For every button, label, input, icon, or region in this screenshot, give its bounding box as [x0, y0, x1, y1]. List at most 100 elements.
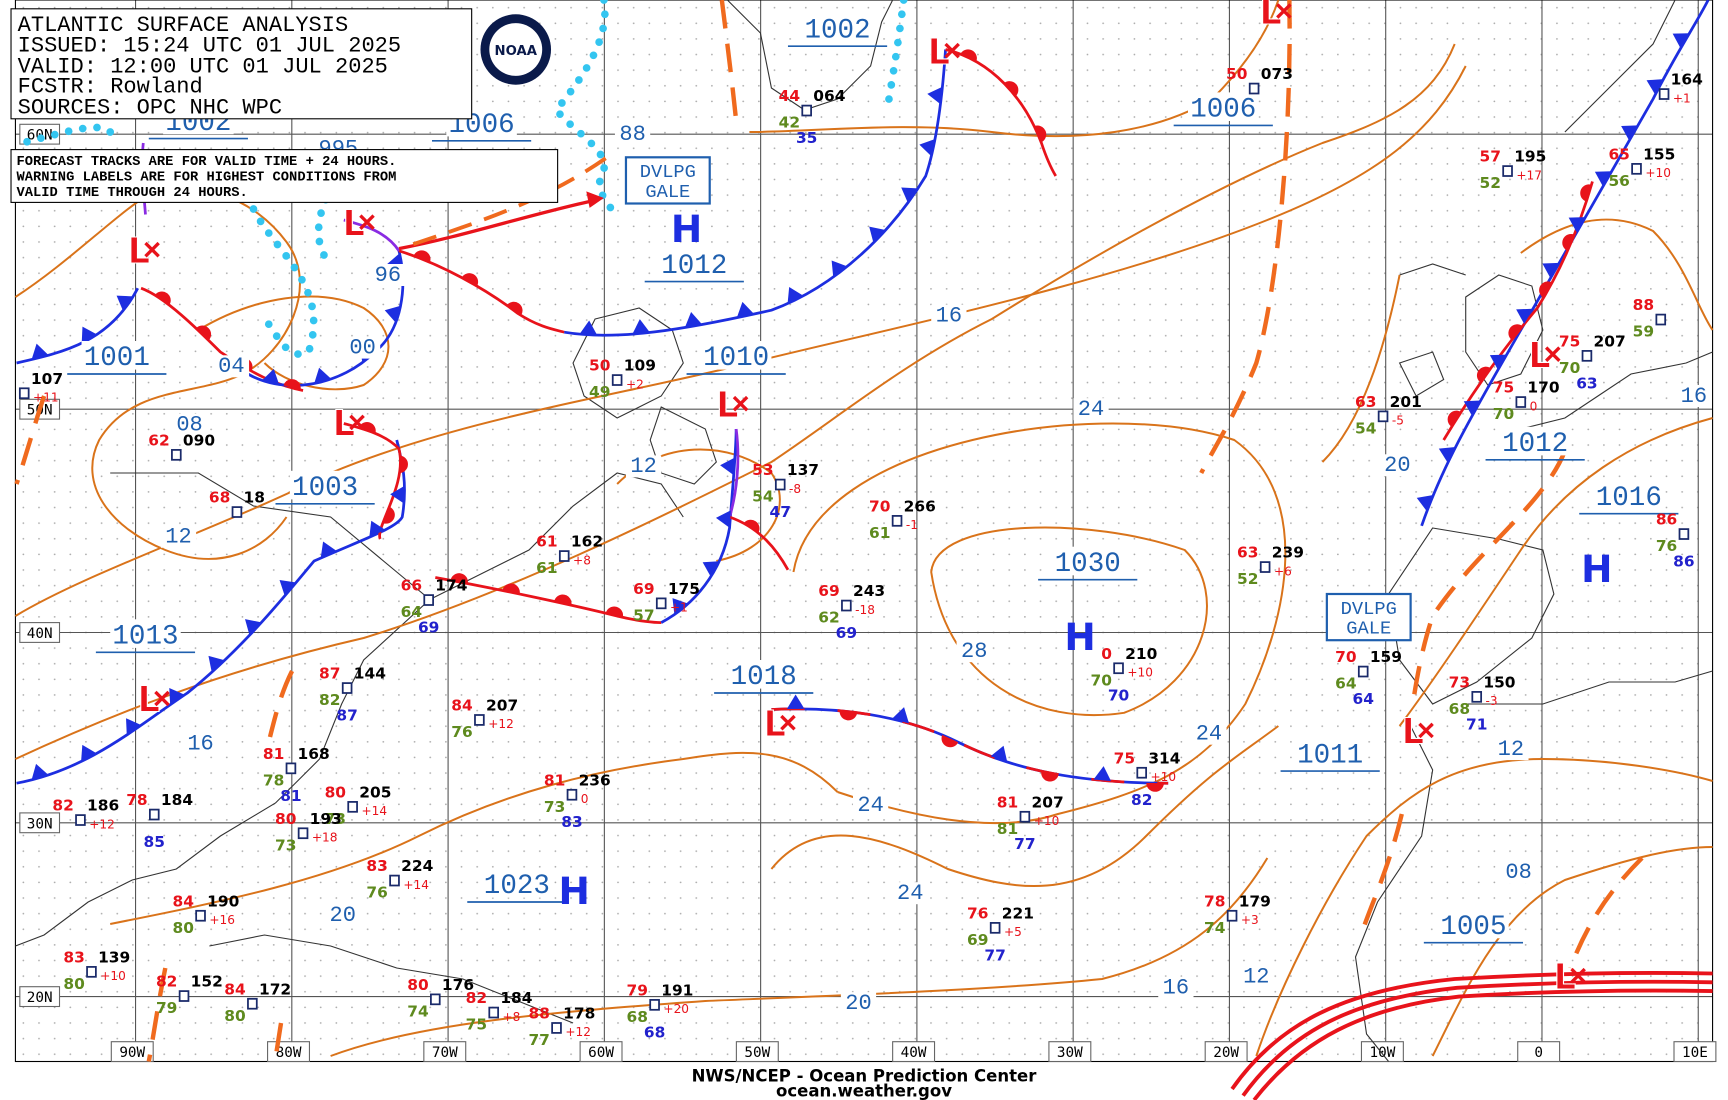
- pressure-label: 1003: [292, 473, 358, 504]
- station-temp: 70: [1335, 648, 1356, 666]
- low-symbol: L: [333, 404, 355, 445]
- station-tendency: +12: [565, 1025, 591, 1039]
- station-pressure: 239: [1272, 544, 1304, 562]
- station-sea: 71: [1466, 715, 1487, 733]
- station-temp: 81: [544, 771, 565, 789]
- station-icon: [551, 1022, 562, 1034]
- station-tendency: +2: [626, 377, 644, 391]
- lon-label: 10W: [1369, 1045, 1395, 1061]
- station-pressure: 266: [904, 498, 936, 516]
- station-tendency: +12: [89, 817, 115, 831]
- coastline: [209, 934, 574, 1024]
- noaa-logo-inner: [489, 23, 543, 76]
- front-semicircle: [1034, 125, 1047, 143]
- front-triangle: [169, 687, 185, 705]
- coastlines: [15, 0, 1713, 1062]
- front-triangle: [1093, 766, 1112, 782]
- isobar-label-bg: [160, 525, 197, 548]
- station-icon: [86, 966, 97, 978]
- station-temp: 63: [1355, 393, 1376, 411]
- isobar-label: 12: [165, 525, 191, 550]
- lon-label: 70W: [432, 1045, 458, 1061]
- station-dewpoint: 69: [967, 931, 988, 949]
- front-semicircle: [1476, 366, 1491, 383]
- front-triangle: [1621, 125, 1638, 141]
- pressure-label: 1010: [703, 343, 769, 374]
- low-x: [944, 42, 960, 59]
- station-pressure: 210: [1125, 645, 1157, 663]
- header-issued: ISSUED: 15:24 UTC 01 JUL 2025: [18, 34, 401, 59]
- station-dewpoint: 77: [528, 1031, 549, 1049]
- warning-label: GALE: [645, 181, 690, 203]
- lon-label: 60W: [588, 1045, 614, 1061]
- station-tendency: 0: [1530, 399, 1538, 413]
- station-temp: 0: [1101, 645, 1112, 663]
- isobar-label-bg: [1238, 965, 1274, 988]
- low-symbol: L: [928, 32, 950, 73]
- station-pressure: 162: [571, 533, 603, 551]
- station-temp: 78: [1204, 892, 1225, 910]
- station-sea: 77: [1014, 835, 1035, 853]
- footer-line: ocean.weather.gov: [776, 1082, 952, 1100]
- cold-front: [16, 439, 406, 785]
- front-triangle: [1568, 217, 1586, 233]
- station-dewpoint: 70: [1090, 671, 1111, 689]
- lon-label-box: [1204, 1041, 1248, 1063]
- front-triangle: [1489, 354, 1507, 370]
- warning-label: DVLPG: [640, 161, 696, 183]
- warning-label: GALE: [1346, 618, 1391, 640]
- station-pressure: 207: [1032, 793, 1064, 811]
- coastline: [1465, 670, 1713, 705]
- isobar-label-bg: [931, 304, 967, 327]
- station-pressure: 150: [1483, 674, 1515, 692]
- station-temp: 88: [1633, 296, 1654, 314]
- lon-label-box: [423, 1041, 467, 1063]
- isobar-label: 12: [1498, 737, 1524, 762]
- station-sea: 69: [836, 624, 857, 642]
- isobar-label: 96: [375, 263, 401, 288]
- station-temp: 50: [1226, 65, 1247, 83]
- station-pressure: 107: [31, 370, 63, 388]
- isobar: [1520, 218, 1714, 331]
- isobar-label: 20: [1384, 453, 1410, 478]
- station-icon: [841, 599, 852, 612]
- header-box: [10, 8, 473, 120]
- lat-label: 30N: [27, 816, 53, 832]
- station-tendency: +10: [1151, 770, 1177, 784]
- isobar-label-bg: [1676, 385, 1712, 407]
- station-dewpoint: 73: [275, 836, 296, 854]
- coastline: [1465, 274, 1544, 386]
- station-temp: 44: [779, 87, 801, 105]
- front-triangle: [715, 510, 731, 528]
- low-x: [144, 241, 160, 258]
- footer-line: NWS/NCEP - Ocean Prediction Center: [692, 1066, 1038, 1085]
- station-dewpoint: 70: [1493, 405, 1514, 423]
- station-icon: [1655, 313, 1667, 326]
- station-icon: [649, 999, 660, 1011]
- station-tendency: +10: [100, 969, 126, 983]
- coastline: [649, 406, 717, 485]
- station-tendency: +14: [361, 804, 387, 818]
- pressure-label-bg: [1188, 92, 1259, 121]
- station-temp: 84: [451, 697, 473, 715]
- front-semicircle: [283, 379, 301, 390]
- track-arrow: [586, 191, 604, 208]
- station-dewpoint: 54: [752, 488, 774, 506]
- front-triangle: [116, 295, 134, 311]
- station-pressure: 184: [161, 791, 193, 809]
- front-semicircle: [450, 573, 468, 584]
- station-icon: [195, 909, 206, 922]
- pressure-label: 1005: [1440, 912, 1506, 943]
- station-pressure: 064: [813, 87, 845, 105]
- station-icon: [18, 387, 30, 400]
- front-triangle: [632, 319, 650, 335]
- front-triangle: [919, 138, 936, 157]
- station-dewpoint: 76: [366, 884, 387, 902]
- station-pressure: 236: [579, 771, 611, 789]
- station-sea: 64: [1352, 690, 1374, 708]
- front-semicircle: [154, 291, 171, 306]
- low-x: [154, 690, 170, 707]
- front-triangle: [684, 312, 703, 328]
- front-triangle: [1463, 400, 1481, 416]
- station-icon: [297, 827, 309, 840]
